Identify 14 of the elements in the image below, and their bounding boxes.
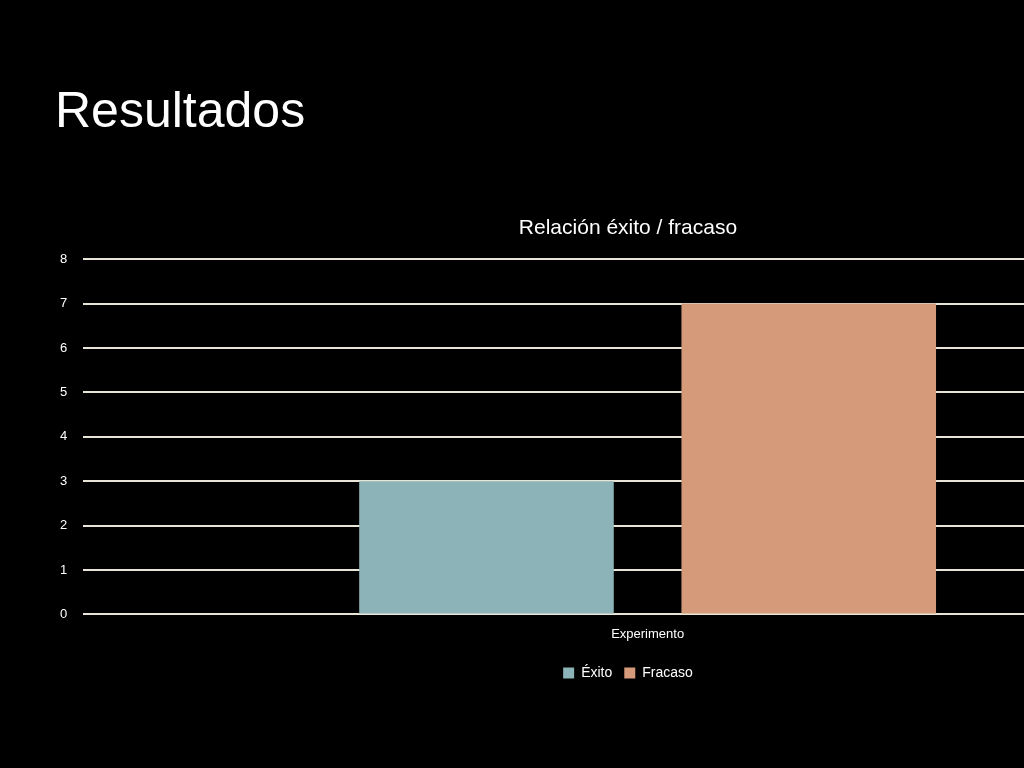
x-tick-label: Experimento <box>611 625 685 641</box>
legend-label: Éxito <box>581 663 613 680</box>
y-tick-label: 0 <box>60 605 68 621</box>
legend-label: Fracaso <box>642 663 694 680</box>
chart-title: Resultados <box>55 81 306 140</box>
y-tick-label: 2 <box>60 517 68 533</box>
y-tick-label: 8 <box>60 250 68 266</box>
y-tick-label: 4 <box>60 428 68 444</box>
y-tick-label: 5 <box>60 383 68 399</box>
y-tick-label: 3 <box>60 472 68 488</box>
y-tick-label: 7 <box>60 295 68 311</box>
y-tick-label: 1 <box>60 561 68 577</box>
chart-subtitle: Relación éxito / fracaso <box>518 215 738 239</box>
y-tick-label: 6 <box>60 339 68 355</box>
